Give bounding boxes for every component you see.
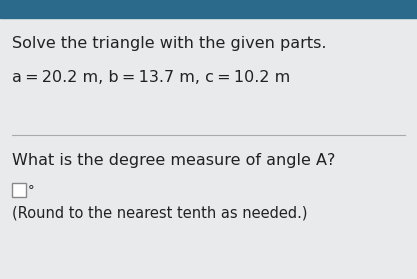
- Text: (Round to the nearest tenth as needed.): (Round to the nearest tenth as needed.): [12, 205, 307, 220]
- Text: Solve the triangle with the given parts.: Solve the triangle with the given parts.: [12, 36, 327, 51]
- Bar: [0, 0, 417, 18]
- Text: °: °: [28, 184, 35, 197]
- Text: a = 20.2 m, b = 13.7 m, c = 10.2 m: a = 20.2 m, b = 13.7 m, c = 10.2 m: [12, 70, 290, 85]
- Text: What is the degree measure of angle A?: What is the degree measure of angle A?: [12, 153, 335, 168]
- Bar: [12, 183, 26, 197]
